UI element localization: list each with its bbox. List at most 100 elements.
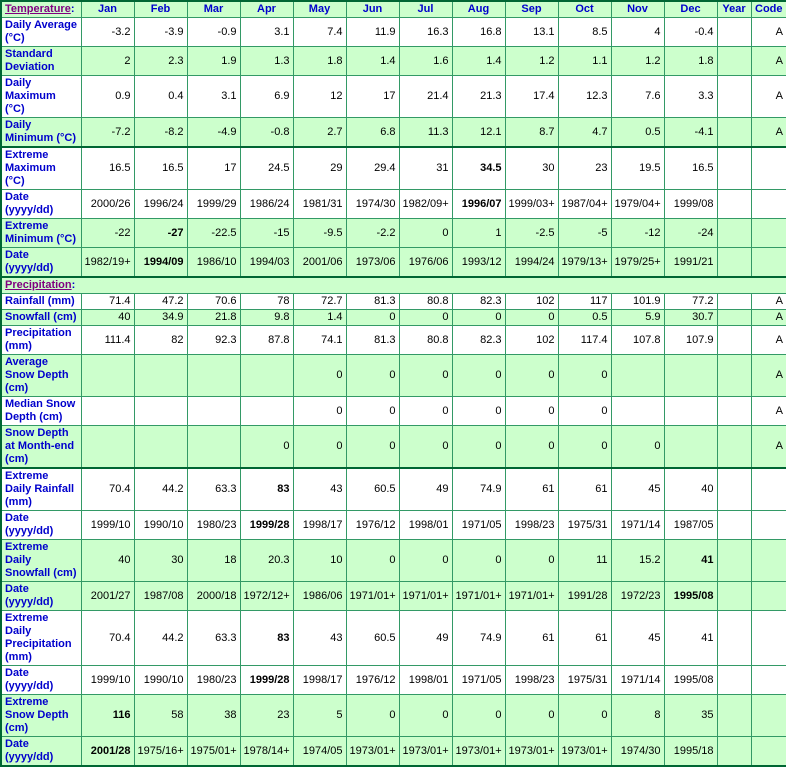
data-cell-feb: 58 [133, 694, 188, 737]
data-cell-sep: 1.2 [504, 46, 559, 76]
data-cell-feb: 1975/16+ [133, 736, 188, 767]
data-cell-jan: 1999/10 [80, 665, 135, 695]
year-cell [716, 117, 752, 148]
row-label-extreme-maximum-c: Extreme Maximum (°C) [0, 146, 82, 190]
data-cell-feb: 1994/09 [133, 247, 188, 278]
data-cell-apr: 83 [239, 610, 294, 666]
data-cell-nov: 0.5 [610, 117, 665, 148]
data-cell-oct: 11 [557, 539, 612, 582]
data-cell-dec: 1987/05 [663, 510, 718, 540]
data-cell-jan [80, 354, 135, 397]
data-cell-aug: 12.1 [451, 117, 506, 148]
data-cell-apr: 1994/03 [239, 247, 294, 278]
data-cell-sep: 13.1 [504, 17, 559, 47]
data-cell-jun: 60.5 [345, 610, 400, 666]
data-cell-may: 1998/17 [292, 510, 347, 540]
data-cell-sep: -2.5 [504, 218, 559, 248]
data-cell-nov: -12 [610, 218, 665, 248]
year-cell [716, 665, 752, 695]
data-cell-oct: 117.4 [557, 325, 612, 355]
data-cell-dec: 40 [663, 467, 718, 511]
data-cell-sep: 17.4 [504, 75, 559, 118]
data-cell-may: 29 [292, 146, 347, 190]
data-cell-nov: 107.8 [610, 325, 665, 355]
data-cell-sep: 1971/01+ [504, 581, 559, 611]
year-cell [716, 581, 752, 611]
data-cell-apr: -0.8 [239, 117, 294, 148]
data-cell-feb: 44.2 [133, 610, 188, 666]
data-cell-may: 2001/06 [292, 247, 347, 278]
data-cell-aug: 21.3 [451, 75, 506, 118]
year-cell [716, 396, 752, 426]
code-cell [750, 539, 786, 582]
year-cell [716, 354, 752, 397]
column-header-jun: Jun [345, 0, 400, 18]
data-cell-nov: 15.2 [610, 539, 665, 582]
data-cell-mar: 1975/01+ [186, 736, 241, 767]
year-cell [716, 218, 752, 248]
data-cell-jun: 1973/06 [345, 247, 400, 278]
column-header-mar: Mar [186, 0, 241, 18]
temperature-section-title-cell: Temperature: [0, 0, 82, 18]
data-cell-jan: 2 [80, 46, 135, 76]
data-cell-sep: 0 [504, 425, 559, 469]
data-cell-mar [186, 425, 241, 469]
table-row: Extreme Maximum (°C) 16.5 16.5 17 24.5 29 29.4… [0, 146, 786, 190]
data-cell-oct: 12.3 [557, 75, 612, 118]
data-cell-sep: 61 [504, 467, 559, 511]
data-cell-jan: -3.2 [80, 17, 135, 47]
code-cell [750, 610, 786, 666]
data-cell-jul: 0 [398, 539, 453, 582]
data-cell-nov: 4 [610, 17, 665, 47]
data-cell-sep: 30 [504, 146, 559, 190]
table-row: Daily Average (°C) -3.2 -3.9 -0.9 3.1 7.4 11.9… [0, 17, 786, 47]
data-cell-feb: 82 [133, 325, 188, 355]
data-cell-jul: 49 [398, 610, 453, 666]
row-label-average-snow-depth-cm: Average Snow Depth (cm) [0, 354, 82, 397]
data-cell-may: 0 [292, 425, 347, 469]
code-cell: A [750, 309, 786, 326]
data-cell-apr: 1972/12+ [239, 581, 294, 611]
data-cell-may: 2.7 [292, 117, 347, 148]
data-cell-nov: 1.2 [610, 46, 665, 76]
data-cell-feb [133, 396, 188, 426]
table-row: Date (yyyy/dd) 1982/19+ 1994/09 1986/10 1994… [0, 247, 786, 278]
precipitation-section-link[interactable]: Precipitation [5, 279, 72, 291]
data-cell-jul: 31 [398, 146, 453, 190]
data-cell-nov: 0 [610, 425, 665, 469]
temperature-section-link[interactable]: Temperature [5, 3, 71, 15]
data-cell-jul: 0 [398, 309, 453, 326]
data-cell-dec: 1995/18 [663, 736, 718, 767]
data-cell-jul: 0 [398, 694, 453, 737]
data-cell-sep: 0 [504, 354, 559, 397]
data-cell-apr: 87.8 [239, 325, 294, 355]
table-row: Extreme Daily Rainfall (mm) 70.4 44.2 63.3 8… [0, 467, 786, 511]
data-cell-mar: 1980/23 [186, 510, 241, 540]
data-cell-oct: 61 [557, 467, 612, 511]
data-cell-oct: 1987/04+ [557, 189, 612, 219]
data-cell-dec: -24 [663, 218, 718, 248]
data-cell-may: 72.7 [292, 293, 347, 310]
data-cell-jul: 1998/01 [398, 665, 453, 695]
data-cell-oct: 1979/13+ [557, 247, 612, 278]
table-row: Date (yyyy/dd) 2001/27 1987/08 2000/18 1972/… [0, 581, 786, 611]
year-cell [716, 75, 752, 118]
row-label-date-yyyy-dd: Date (yyyy/dd) [0, 510, 82, 540]
code-cell [750, 189, 786, 219]
data-cell-mar: 3.1 [186, 75, 241, 118]
data-cell-dec: 77.2 [663, 293, 718, 310]
table-row: Rainfall (mm) 71.4 47.2 70.6 78 72.7 81.3 80.8 8… [0, 293, 786, 310]
data-cell-mar: 1986/10 [186, 247, 241, 278]
table-row: Date (yyyy/dd) 2000/26 1996/24 1999/29 1986/… [0, 189, 786, 219]
table-row: Snow Depth at Month-end (cm) 0 0 0 0 0 0 0 0 A [0, 425, 786, 469]
column-header-sep: Sep [504, 0, 559, 18]
data-cell-apr: 1999/28 [239, 510, 294, 540]
data-cell-jun: 1971/01+ [345, 581, 400, 611]
table-row: Daily Minimum (°C) -7.2 -8.2 -4.9 -0.8 2.7 6.8… [0, 117, 786, 148]
data-cell-feb: -27 [133, 218, 188, 248]
row-label-extreme-daily-snowfall-cm: Extreme Daily Snowfall (cm) [0, 539, 82, 582]
data-cell-jun: 1974/30 [345, 189, 400, 219]
data-cell-jul: 11.3 [398, 117, 453, 148]
data-cell-mar: -0.9 [186, 17, 241, 47]
data-cell-mar: 1999/29 [186, 189, 241, 219]
